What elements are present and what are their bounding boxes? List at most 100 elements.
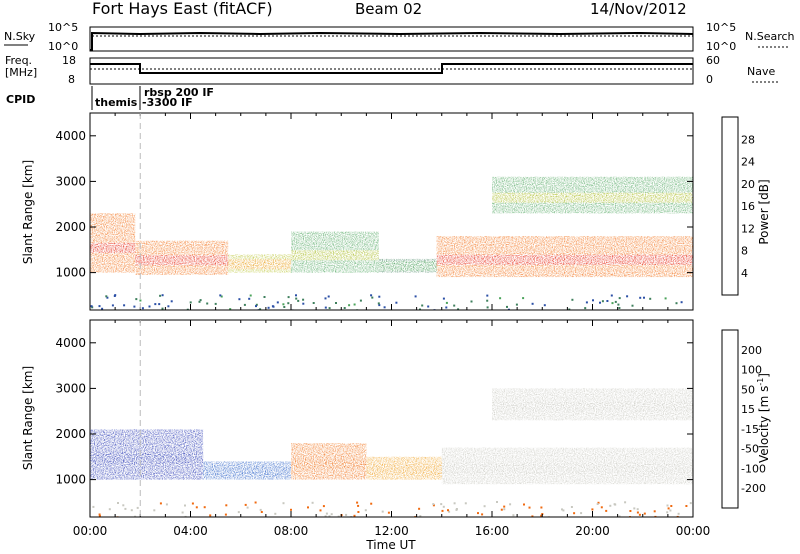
velocity-scatter-point: [633, 507, 636, 510]
velocity-panel: [89, 319, 694, 518]
velocity-scatter-point: [322, 505, 325, 508]
velocity-scatter-point: [330, 513, 333, 516]
noise-left-label: N.Sky: [4, 30, 36, 43]
power-scatter-point: [370, 294, 373, 297]
date-title: 14/Nov/2012: [590, 0, 687, 18]
power-scatter-point: [506, 305, 508, 308]
velocity-scatter-point: [669, 509, 672, 512]
power-scatter-point: [198, 300, 201, 303]
velocity-colorbar-title: Velocity [m s-1]: [756, 373, 771, 463]
velocity-scatter-point: [136, 506, 139, 509]
velocity-scatter-point: [370, 502, 373, 505]
x-tick-label: 16:00: [475, 524, 510, 538]
velocity-colorbar-tick: -50: [741, 443, 759, 456]
velocity-scatter-point: [503, 505, 506, 508]
power-segment: [436, 236, 693, 278]
velocity-segment-core: [90, 453, 204, 464]
power-scatter-point: [592, 299, 594, 302]
power-scatter-point: [383, 306, 386, 309]
cpid-entry-if: -3300 IF: [142, 96, 193, 109]
power-scatter-point: [378, 295, 381, 298]
velocity-scatter-point: [481, 513, 484, 516]
noise-left-tick-top: 10^5: [48, 21, 78, 34]
velocity-scatter-point: [419, 515, 422, 517]
power-scatter-point: [377, 302, 380, 305]
noise-right-tick-bottom: 10^0: [706, 40, 736, 53]
velocity-scatter-point: [580, 512, 583, 515]
power-scatter-point: [272, 305, 275, 308]
velocity-colorbar-tick: -200: [741, 482, 766, 495]
power-colorbar-tick: 24: [741, 156, 755, 169]
power-scatter-point: [287, 302, 290, 305]
y-tick-label: 4000: [55, 129, 86, 143]
power-scatter-point: [259, 308, 262, 310]
velocity-scatter-point: [418, 507, 421, 510]
power-scatter-point: [680, 301, 683, 304]
velocity-scatter-point: [432, 504, 435, 507]
velocity-scatter-point: [209, 514, 212, 517]
power-scatter-point: [486, 306, 489, 309]
velocity-segment-core: [366, 464, 442, 475]
velocity-scatter-point: [689, 502, 692, 505]
velocity-segment-core: [441, 463, 693, 474]
velocity-scatter-point: [618, 515, 621, 517]
velocity-scatter-point: [509, 503, 512, 506]
velocity-colorbar-tick: 50: [741, 383, 755, 396]
freq-label-1: Freq.: [5, 54, 32, 67]
velocity-scatter-point: [496, 501, 498, 503]
y-tick-label: 2000: [55, 427, 86, 441]
site-title: Fort Hays East (fitACF): [92, 0, 273, 18]
power-scatter-point: [295, 297, 298, 300]
power-scatter-point: [664, 297, 667, 300]
power-segment: [228, 254, 291, 273]
velocity-colorbar-title-end: ]: [757, 373, 771, 378]
power-segment-core: [436, 254, 693, 265]
velocity-scatter-point: [531, 515, 534, 517]
power-scatter-point: [324, 297, 327, 300]
freq-trace: [90, 63, 693, 74]
power-scatter-point: [643, 296, 645, 299]
power-scatter-point: [283, 306, 286, 308]
cpid-entry-themis: themis: [95, 96, 138, 109]
velocity-scatter-point: [629, 510, 632, 512]
velocity-scatter-point: [685, 505, 688, 507]
power-scatter-point: [167, 305, 170, 308]
velocity-scatter-point: [225, 504, 228, 507]
velocity-scatter-point: [455, 508, 458, 511]
power-scatter-point: [531, 302, 534, 305]
velocity-scatter-point: [512, 514, 515, 517]
power-scatter-point: [161, 294, 164, 297]
velocity-scatter-point: [528, 506, 531, 509]
velocity-scatter-point: [98, 515, 101, 517]
power-segment: [135, 240, 229, 275]
y-tick-label: 2000: [55, 220, 86, 234]
power-scatter-point: [419, 308, 421, 310]
power-scatter-point: [486, 299, 489, 302]
velocity-segment-core: [492, 401, 693, 412]
velocity-data-layer: [90, 388, 693, 517]
power-scatter-point: [276, 301, 279, 304]
power-scatter-point: [135, 298, 138, 301]
velocity-segment: [291, 443, 367, 480]
x-tick-label: 00:00: [676, 524, 711, 538]
velocity-segment-core: [291, 459, 367, 469]
velocity-scatter-point: [153, 509, 156, 512]
velocity-scatter-point: [184, 515, 187, 517]
velocity-scatter-point: [600, 506, 603, 509]
freq-panel: [89, 57, 694, 85]
power-scatter-point: [139, 299, 142, 302]
velocity-scatter-point: [676, 515, 679, 517]
velocity-scatter-point: [636, 511, 639, 514]
power-scatter-point: [675, 302, 678, 305]
velocity-scatter-point: [624, 501, 627, 504]
velocity-scatter-point: [441, 509, 444, 512]
power-scatter-point: [649, 297, 652, 300]
power-scatter-point: [639, 296, 642, 299]
y-tick-label: 1000: [55, 266, 86, 280]
power-segment-core: [492, 192, 693, 203]
power-scatter-point: [543, 304, 546, 307]
velocity-scatter-point: [307, 506, 309, 509]
power-scatter-point: [282, 303, 285, 306]
power-scatter-point: [631, 304, 634, 307]
